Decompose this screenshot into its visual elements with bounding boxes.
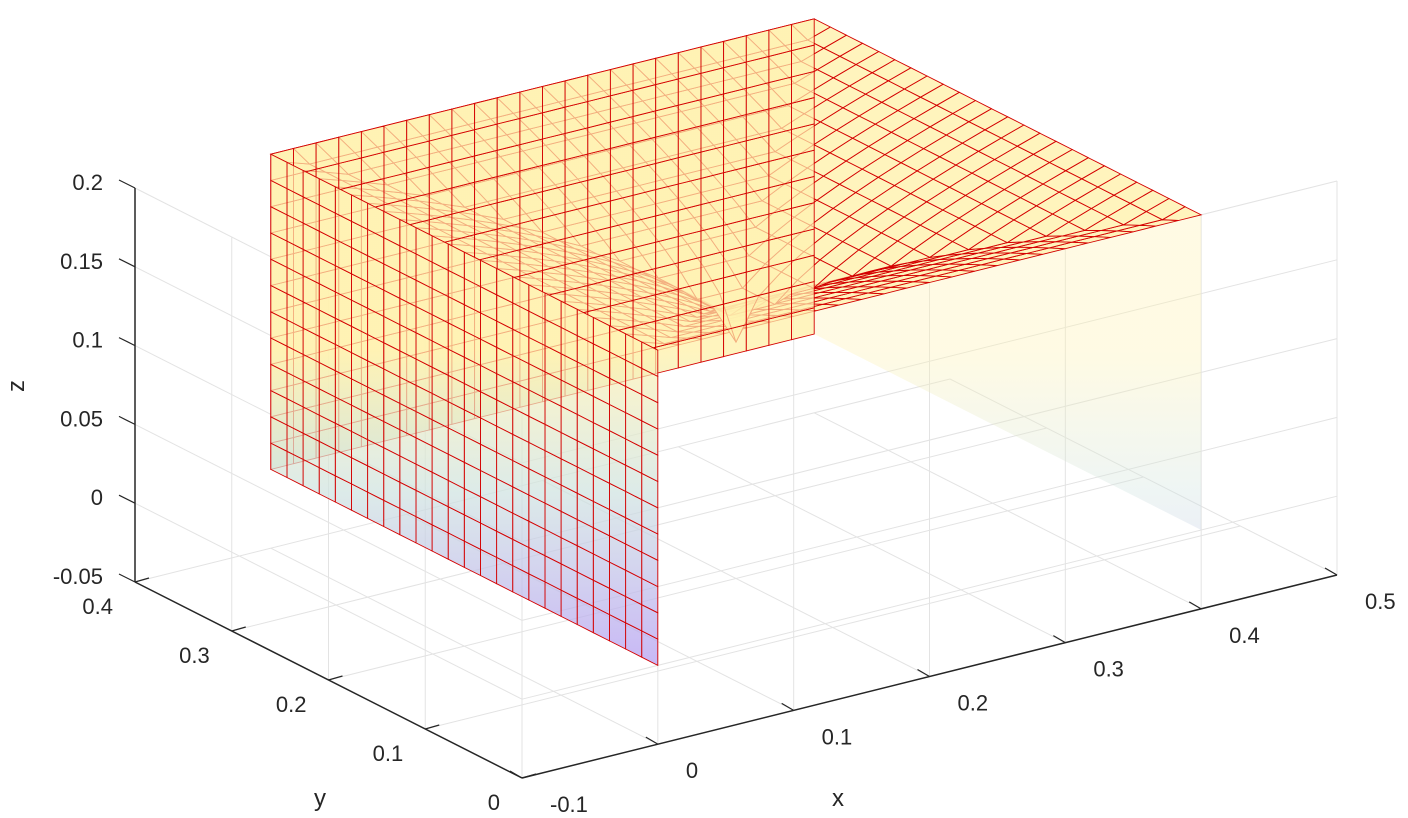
y-tick [521, 773, 537, 779]
grid-line [134, 423, 523, 621]
y-axis-title: y [314, 785, 326, 812]
front-left-mesh-cell [496, 91, 521, 125]
x-tick [1053, 635, 1066, 644]
front-left-mesh-cell [542, 80, 566, 114]
front-right-mesh-cell [270, 153, 288, 190]
z-tick-label: 0.05 [60, 406, 103, 431]
y-tick-label: 0.4 [82, 594, 113, 619]
front-left-mesh-cell [564, 74, 589, 108]
front-left-mesh-cell [360, 125, 385, 159]
x-tick [645, 736, 659, 745]
z-tick-label: 0.2 [72, 170, 103, 195]
front-left-mesh-cell [700, 40, 725, 74]
y-tick-label: 0.1 [373, 741, 404, 766]
front-left-mesh-cell [451, 102, 476, 136]
x-axis-title: x [832, 785, 844, 812]
x-tick-label: 0.2 [958, 691, 989, 716]
y-tick [231, 626, 246, 632]
z-tick [118, 179, 136, 189]
x-tick [781, 702, 794, 711]
x-tick-label: 0.4 [1229, 623, 1260, 648]
z-tick-label: 0.15 [60, 249, 103, 274]
y-tick-label: 0.3 [179, 643, 210, 668]
x-tick [1324, 567, 1338, 576]
x-tick-label: 0.3 [1093, 657, 1124, 682]
z-tick [118, 337, 136, 347]
z-tick-label: 0.1 [72, 328, 103, 353]
x-tick-label: -0.1 [550, 792, 588, 817]
z-tick [118, 573, 136, 583]
front-left-mesh-cell [428, 108, 453, 142]
z-tick [118, 258, 136, 268]
y-tick [328, 675, 343, 681]
ticks: -0.05 0 0.05 0.1 0.15 0.2 0 0.1 0.2 0.3 0.4 -0.1 0 0.… [53, 170, 1396, 817]
box-surface-mesh [269, 18, 1203, 667]
x-tick [509, 770, 523, 779]
y-tick-label: 0.2 [276, 692, 307, 717]
x-tick [917, 668, 930, 678]
front-left-mesh-cell [474, 97, 498, 131]
front-left-mesh-cell [655, 52, 679, 86]
z-tick-label: 0 [91, 485, 103, 510]
x-tick-label: 0.5 [1365, 589, 1396, 614]
z-tick [118, 415, 136, 425]
front-left-mesh-cell [587, 69, 611, 103]
front-left-mesh-cell [723, 35, 747, 69]
front-left-mesh-cell [677, 46, 702, 80]
z-tick [118, 494, 136, 504]
y-tick [425, 724, 440, 730]
axis-labels: x y z [3, 380, 844, 812]
x-tick-label: 0 [686, 758, 698, 783]
y-tick-label: 0 [488, 790, 500, 815]
z-axis-title: z [3, 380, 30, 392]
front-left-mesh-cell [768, 23, 792, 57]
z-tick-label: -0.05 [53, 564, 103, 589]
front-left-mesh-cell [315, 136, 340, 170]
x-tick-label: 0.1 [822, 724, 853, 749]
front-left-mesh-cell [383, 119, 408, 153]
x-tick [1188, 601, 1202, 610]
front-left-mesh-cell [406, 114, 430, 148]
front-left-mesh-cell [632, 57, 657, 91]
grid-line [425, 525, 1241, 730]
front-left-mesh-cell [745, 29, 770, 63]
front-left-mesh-cell [338, 131, 362, 165]
grid-line [328, 476, 1144, 681]
grid-line [134, 502, 523, 700]
front-left-mesh-cell [609, 63, 634, 97]
front-left-mesh-cell [791, 18, 815, 52]
y-tick [134, 577, 150, 583]
front-left-mesh-cell [519, 85, 543, 119]
